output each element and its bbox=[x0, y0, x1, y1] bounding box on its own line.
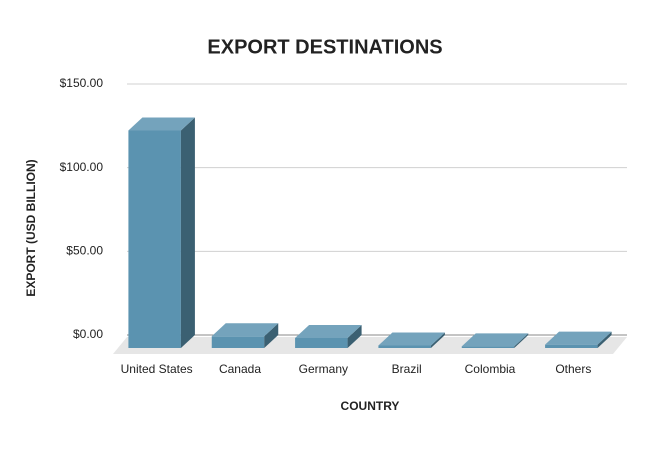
bar-side bbox=[597, 331, 612, 348]
y-tick-label: $50.00 bbox=[66, 244, 103, 258]
bar-top bbox=[128, 117, 195, 131]
x-tick-label: Brazil bbox=[392, 362, 422, 376]
bar-front bbox=[378, 345, 431, 348]
y-tick-label: $100.00 bbox=[60, 160, 104, 174]
bar-top bbox=[211, 323, 279, 337]
bar-front bbox=[461, 346, 515, 348]
bar-front bbox=[545, 344, 598, 348]
x-tick-label: Others bbox=[555, 362, 591, 376]
y-tick-label: $150.00 bbox=[60, 76, 104, 90]
bar-front bbox=[211, 336, 265, 348]
y-tick-label: $0.00 bbox=[73, 327, 103, 341]
bar-top bbox=[295, 324, 362, 338]
bar-side bbox=[180, 117, 195, 348]
y-axis-title: EXPORT (USD BILLION) bbox=[24, 159, 38, 296]
x-tick-label: United States bbox=[121, 362, 193, 376]
bar-side bbox=[264, 323, 279, 348]
bar-top bbox=[545, 331, 612, 345]
x-tick-label: Germany bbox=[299, 362, 348, 376]
bar-side bbox=[514, 333, 529, 348]
x-tick-label: Colombia bbox=[465, 362, 516, 376]
bar-side bbox=[430, 332, 445, 348]
bar-front bbox=[295, 337, 348, 348]
bar-front bbox=[128, 130, 181, 348]
x-tick-label: Canada bbox=[219, 362, 261, 376]
bar-top bbox=[378, 332, 445, 346]
bar-top bbox=[461, 333, 529, 347]
x-axis-title: COUNTRY bbox=[341, 399, 400, 413]
bar-side bbox=[347, 324, 362, 348]
chart-title: EXPORT DESTINATIONS bbox=[207, 36, 442, 58]
